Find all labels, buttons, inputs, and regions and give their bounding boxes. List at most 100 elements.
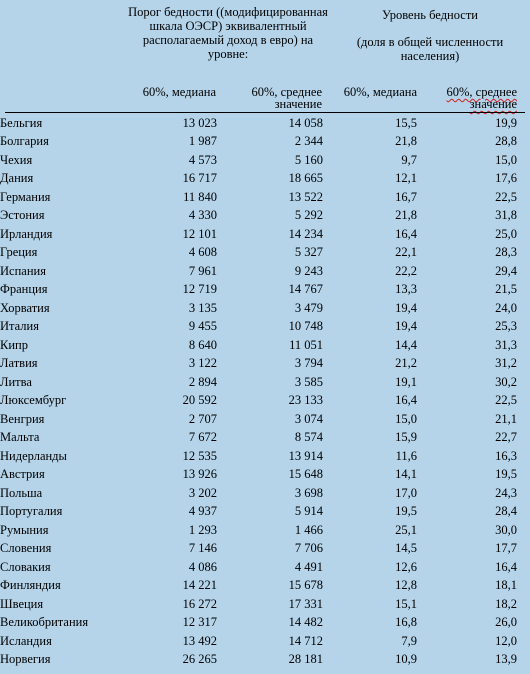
country-cell: Словения: [0, 541, 52, 556]
table-row: Кипр 8 640 11 051 14,4 31,3: [0, 336, 530, 355]
country-cell: Люксембург: [0, 393, 67, 408]
threshold-median-cell: 13 023: [182, 115, 217, 130]
level-median-cell: 21,2: [395, 356, 417, 371]
table-row: Австрия 13 926 15 648 14,1 19,5: [0, 466, 530, 485]
country-cell: Болгария: [0, 134, 49, 149]
threshold-mean-cell: 14 482: [288, 615, 323, 630]
country-cell: Латвия: [0, 356, 38, 371]
header-divider: [5, 112, 525, 113]
threshold-mean-cell: 3 698: [294, 485, 323, 500]
threshold-median-cell: 4 937: [188, 504, 217, 519]
threshold-median-cell: 2 707: [188, 411, 217, 426]
country-cell: Хорватия: [0, 300, 50, 315]
threshold-median-cell: 26 265: [182, 652, 217, 667]
threshold-median-cell: 14 221: [182, 578, 217, 593]
level-mean-cell: 31,8: [495, 208, 517, 223]
country-cell: Италия: [0, 319, 39, 334]
column-header-threshold-mean: 60%, среднее значение: [251, 85, 323, 111]
level-median-cell: 15,1: [395, 596, 417, 611]
row-end-spacer: [517, 318, 530, 337]
row-end-spacer: [517, 151, 530, 170]
row-end-spacer: [517, 410, 530, 429]
row-end-spacer: [517, 577, 530, 596]
table-row: Норвегия 26 265 28 181 10,9 13,9: [0, 651, 530, 670]
table-row: Болгария 1 987 2 344 21,8 28,8: [0, 133, 530, 152]
threshold-mean-cell: 3 794: [294, 356, 323, 371]
level-median-cell: 15,9: [395, 430, 417, 445]
country-cell: Бельгия: [0, 115, 43, 130]
table-row: Румыния 1 293 1 466 25,1 30,0: [0, 521, 530, 540]
row-end-spacer: [517, 540, 530, 559]
country-cell: Эстония: [0, 208, 45, 223]
threshold-mean-cell: 3 585: [294, 374, 323, 389]
threshold-mean-cell: 23 133: [288, 393, 323, 408]
row-end-spacer: [517, 595, 530, 614]
table-row: Латвия 3 122 3 794 21,2 31,2: [0, 355, 530, 374]
country-cell: Мальта: [0, 430, 40, 445]
country-cell: Швеция: [0, 596, 44, 611]
country-cell: Венгрия: [0, 411, 45, 426]
level-median-cell: 19,4: [395, 300, 417, 315]
threshold-mean-cell: 5 327: [294, 245, 323, 260]
threshold-mean-cell: 14 712: [288, 633, 323, 648]
threshold-mean-cell: 13 522: [288, 189, 323, 204]
level-median-cell: 25,1: [395, 522, 417, 537]
threshold-mean-cell: 3 479: [294, 300, 323, 315]
level-mean-cell: 21,5: [495, 282, 517, 297]
row-end-spacer: [517, 614, 530, 633]
level-mean-cell: 16,4: [495, 559, 517, 574]
row-end-spacer: [517, 207, 530, 226]
threshold-median-cell: 7 961: [188, 263, 217, 278]
threshold-mean-cell: 13 914: [288, 448, 323, 463]
row-end-spacer: [517, 429, 530, 448]
level-median-cell: 21,8: [395, 208, 417, 223]
row-end-spacer: [517, 392, 530, 411]
poverty-data-table: Бельгия 13 023 14 058 15,5 19,9 Болгария 1 987…: [0, 114, 530, 669]
row-end-spacer: [517, 651, 530, 670]
poverty-level-header: Уровень бедности (доля в общей численнос…: [330, 8, 530, 63]
threshold-median-cell: 4 330: [188, 208, 217, 223]
table-row: Хорватия 3 135 3 479 19,4 24,0: [0, 299, 530, 318]
threshold-header: Порог бедности ((модифицированная шкала …: [128, 5, 328, 61]
level-mean-cell: 17,6: [495, 171, 517, 186]
row-end-spacer: [517, 447, 530, 466]
table-row: Италия 9 455 10 748 19,4 25,3: [0, 318, 530, 337]
country-cell: Словакия: [0, 559, 51, 574]
level-mean-cell: 26,0: [495, 615, 517, 630]
table-row: Венгрия 2 707 3 074 15,0 21,1: [0, 410, 530, 429]
threshold-mean-cell: 4 491: [294, 559, 323, 574]
threshold-median-cell: 11 840: [183, 189, 217, 204]
threshold-mean-cell: 14 058: [288, 115, 323, 130]
row-end-spacer: [517, 281, 530, 300]
threshold-median-cell: 12 719: [182, 282, 217, 297]
threshold-mean-cell: 5 292: [294, 208, 323, 223]
level-mean-cell: 25,0: [495, 226, 517, 241]
table-row: Дания 16 717 18 665 12,1 17,6: [0, 170, 530, 189]
threshold-median-cell: 1 987: [188, 134, 217, 149]
table-row: Бельгия 13 023 14 058 15,5 19,9: [0, 114, 530, 133]
threshold-mean-cell: 14 767: [288, 282, 323, 297]
level-mean-cell: 18,2: [495, 596, 517, 611]
level-mean-cell: 24,3: [495, 485, 517, 500]
row-end-spacer: [517, 336, 530, 355]
threshold-median-cell: 3 202: [188, 485, 217, 500]
table-row: Чехия 4 573 5 160 9,7 15,0: [0, 151, 530, 170]
threshold-mean-cell: 8 574: [294, 430, 323, 445]
country-cell: Литва: [0, 374, 32, 389]
row-end-spacer: [517, 373, 530, 392]
table-row: Словения 7 146 7 706 14,5 17,7: [0, 540, 530, 559]
row-end-spacer: [517, 170, 530, 189]
level-median-cell: 12,1: [395, 171, 417, 186]
level-mean-cell: 19,5: [495, 467, 517, 482]
row-end-spacer: [517, 262, 530, 281]
column-header-level-median: 60%, медиана: [343, 85, 417, 99]
country-cell: Великобритания: [0, 615, 89, 630]
threshold-mean-cell: 7 706: [294, 541, 323, 556]
threshold-median-cell: 12 535: [182, 448, 217, 463]
level-median-cell: 22,1: [395, 245, 417, 260]
threshold-median-cell: 7 672: [188, 430, 217, 445]
level-median-cell: 15,0: [395, 411, 417, 426]
country-cell: Австрия: [0, 467, 45, 482]
threshold-mean-cell: 2 344: [294, 134, 323, 149]
